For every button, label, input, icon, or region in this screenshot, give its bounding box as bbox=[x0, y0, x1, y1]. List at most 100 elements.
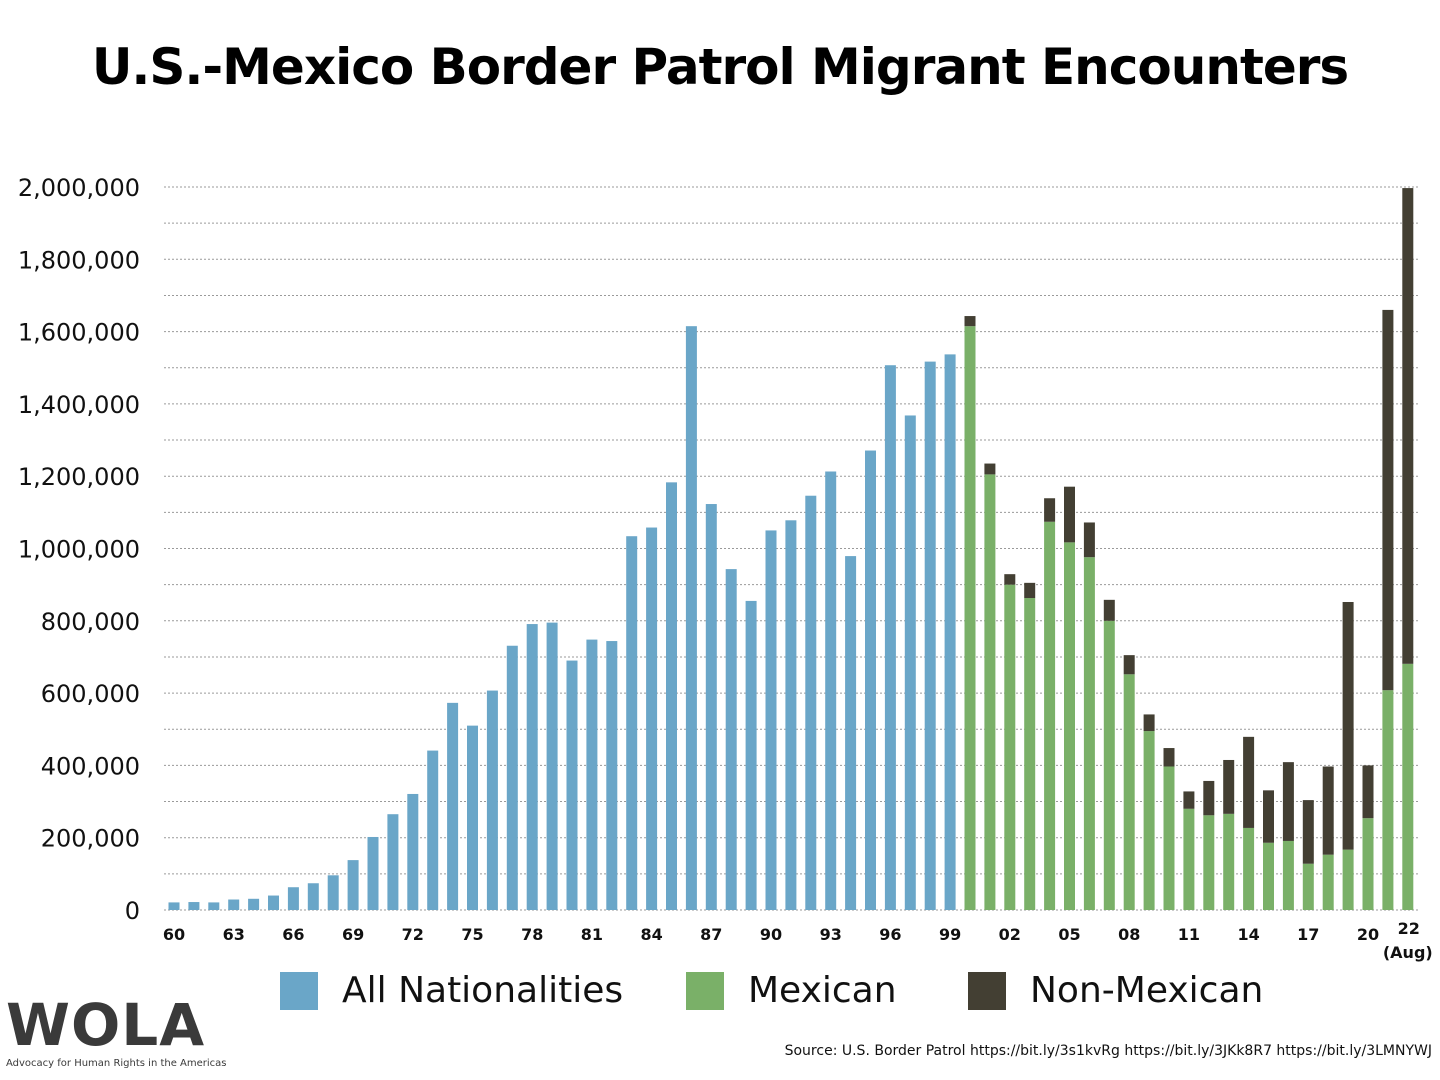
bar-non-mexican bbox=[1263, 790, 1274, 843]
bar-non-mexican bbox=[1103, 599, 1115, 621]
bar-all-nationalities bbox=[626, 536, 638, 910]
bar-non-mexican bbox=[1044, 498, 1056, 522]
bar-all-nationalities bbox=[705, 504, 717, 910]
bar-all-nationalities bbox=[904, 415, 916, 910]
bar-mexican bbox=[1223, 813, 1235, 910]
bar-all-nationalities bbox=[287, 887, 299, 910]
bar-all-nationalities bbox=[268, 895, 279, 910]
bar-mexican bbox=[1123, 674, 1135, 910]
bar-non-mexican bbox=[1203, 780, 1215, 816]
bar-all-nationalities bbox=[825, 471, 837, 910]
bar-non-mexican bbox=[1024, 582, 1036, 599]
x-tick-label: 72 bbox=[402, 925, 424, 944]
bar-non-mexican bbox=[1143, 714, 1155, 732]
x-tick-label: 11 bbox=[1178, 925, 1200, 944]
bar-all-nationalities bbox=[506, 645, 518, 910]
bar-mexican bbox=[1322, 854, 1334, 910]
bar-all-nationalities bbox=[725, 569, 737, 910]
bar-all-nationalities bbox=[307, 883, 319, 910]
x-tick-label: 63 bbox=[223, 925, 245, 944]
legend-label: Mexican bbox=[748, 970, 897, 1011]
x-tick-label: 78 bbox=[521, 925, 543, 944]
bar-all-nationalities bbox=[228, 899, 240, 910]
y-tick-label: 1,400,000 bbox=[18, 391, 140, 419]
bar-non-mexican bbox=[1223, 759, 1235, 814]
x-tick-label: 69 bbox=[342, 925, 364, 944]
x-tick-label: 99 bbox=[939, 925, 961, 944]
legend-swatch-all bbox=[280, 971, 318, 1010]
x-tick-label: 60 bbox=[163, 925, 185, 944]
legend-label: Non-Mexican bbox=[1030, 970, 1264, 1011]
bar-all-nationalities bbox=[805, 495, 817, 910]
bar-all-nationalities bbox=[845, 556, 857, 910]
x-tick-label: 75 bbox=[461, 925, 483, 944]
x-axis-ticks: 60 63 66 69 72 75 78 81 84 87 90 93 96 99 02 05 08 11 14 17… bbox=[163, 919, 1433, 962]
bar-mexican bbox=[1243, 827, 1255, 910]
bars bbox=[168, 188, 1414, 911]
bar-all-nationalities bbox=[367, 836, 379, 910]
bar-non-mexican bbox=[1342, 602, 1354, 850]
bar-all-nationalities bbox=[566, 660, 578, 910]
logo-wordmark: WOLA bbox=[6, 991, 206, 1059]
bar-all-nationalities bbox=[467, 725, 478, 910]
bar-all-nationalities bbox=[486, 690, 498, 910]
bar-mexican bbox=[1342, 849, 1354, 910]
bar-all-nationalities bbox=[407, 793, 419, 910]
y-axis-ticks: 0 200,000 400,000 600,000 800,000 1,000,000 1,… bbox=[18, 174, 140, 925]
y-tick-label: 600,000 bbox=[41, 680, 140, 708]
bar-mexican bbox=[1004, 584, 1016, 910]
bar-all-nationalities bbox=[208, 902, 220, 910]
bar-all-nationalities bbox=[188, 902, 200, 910]
y-tick-label: 1,200,000 bbox=[18, 463, 140, 491]
bar-all-nationalities bbox=[447, 702, 459, 910]
bar-mexican bbox=[1183, 808, 1195, 910]
x-tick-sublabel: (Aug) bbox=[1383, 943, 1433, 962]
bar-non-mexican bbox=[1362, 765, 1374, 819]
bar-non-mexican bbox=[1064, 486, 1075, 543]
y-tick-label: 1,600,000 bbox=[18, 319, 140, 347]
bar-mexican bbox=[1282, 840, 1294, 910]
bar-non-mexican bbox=[1282, 762, 1294, 841]
x-tick-label: 05 bbox=[1058, 925, 1080, 944]
bar-mexican bbox=[984, 474, 996, 910]
bar-mexican bbox=[1064, 542, 1075, 910]
bar-mexican bbox=[1163, 766, 1175, 910]
bar-all-nationalities bbox=[865, 450, 876, 910]
bar-mexican bbox=[1362, 818, 1374, 910]
legend-item-non-mexican: Non-Mexican bbox=[968, 970, 1263, 1011]
y-tick-label: 200,000 bbox=[41, 825, 140, 853]
chart-title: U.S.-Mexico Border Patrol Migrant Encoun… bbox=[91, 38, 1349, 96]
bar-all-nationalities bbox=[347, 860, 359, 910]
bar-all-nationalities bbox=[248, 898, 260, 910]
bar-all-nationalities bbox=[168, 902, 180, 910]
x-tick-label: 96 bbox=[879, 925, 901, 944]
legend-swatch-non-mexican bbox=[968, 971, 1006, 1010]
bar-mexican bbox=[1044, 521, 1056, 910]
legend-swatch-mexican bbox=[686, 971, 724, 1010]
y-tick-label: 0 bbox=[125, 897, 140, 925]
bar-mexican bbox=[1382, 690, 1394, 910]
bar-non-mexican bbox=[1123, 655, 1135, 675]
bar-non-mexican bbox=[964, 316, 976, 327]
bar-all-nationalities bbox=[546, 622, 558, 910]
x-tick-label: 14 bbox=[1237, 925, 1259, 944]
bar-mexican bbox=[1402, 663, 1414, 910]
bar-all-nationalities bbox=[666, 482, 677, 910]
bar-all-nationalities bbox=[427, 750, 439, 910]
bar-all-nationalities bbox=[884, 365, 896, 911]
x-tick-label: 20 bbox=[1357, 925, 1379, 944]
bar-mexican bbox=[1203, 815, 1215, 910]
bar-mexican bbox=[1143, 731, 1155, 910]
bar-mexican bbox=[964, 326, 976, 910]
legend-label: All Nationalities bbox=[342, 970, 624, 1011]
y-tick-label: 1,800,000 bbox=[18, 246, 140, 274]
bar-all-nationalities bbox=[646, 527, 658, 910]
bar-all-nationalities bbox=[924, 361, 936, 910]
bar-non-mexican bbox=[1243, 736, 1255, 828]
x-tick-label: 87 bbox=[700, 925, 722, 944]
bar-non-mexican bbox=[1163, 748, 1175, 767]
bar-non-mexican bbox=[1004, 574, 1016, 585]
x-tick-label: 17 bbox=[1297, 925, 1319, 944]
bar-all-nationalities bbox=[785, 520, 797, 910]
bar-non-mexican bbox=[1322, 766, 1334, 855]
